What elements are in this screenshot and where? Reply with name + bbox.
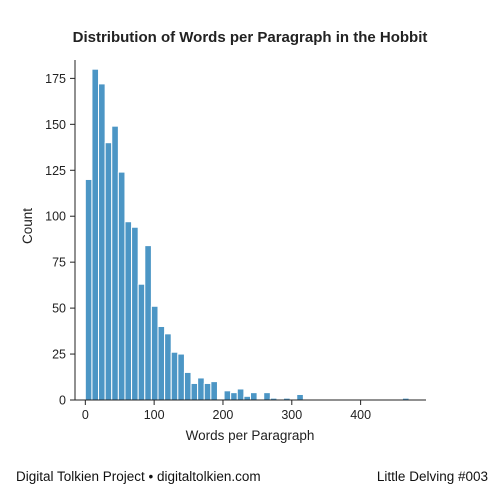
histogram-bar [165, 334, 172, 400]
chart-title: Distribution of Words per Paragraph in t… [73, 29, 428, 46]
histogram-bar [105, 143, 112, 400]
histogram-bar [158, 326, 165, 400]
x-tick-label: 200 [213, 408, 234, 422]
histogram-bar [178, 354, 185, 400]
histogram-bar [145, 246, 152, 400]
histogram-bar [132, 227, 139, 400]
y-tick-label: 100 [45, 210, 66, 224]
x-tick-label: 300 [281, 408, 302, 422]
histogram-bar [118, 172, 125, 400]
histogram-bar [85, 179, 92, 400]
x-tick-label: 0 [82, 408, 89, 422]
histogram-bar [92, 69, 99, 400]
histogram-bar [251, 393, 258, 400]
footer-credit: Digital Tolkien Project • digitaltolkien… [16, 469, 261, 484]
histogram-bar [171, 352, 178, 400]
histogram-bar [237, 389, 244, 400]
x-tick-label: 100 [144, 408, 165, 422]
histogram-bar [264, 393, 271, 400]
histogram-bar [211, 382, 218, 400]
x-axis-label: Words per Paragraph [186, 428, 315, 443]
footer-issue: Little Delving #003 [377, 469, 488, 484]
histogram-bar [204, 383, 211, 400]
histogram-bar [297, 394, 304, 400]
x-tick-label: 400 [350, 408, 371, 422]
histogram-bar [191, 383, 198, 400]
y-axis-label: Count [20, 208, 35, 244]
histogram-bar [125, 222, 132, 400]
histogram-bar [231, 393, 238, 400]
histogram-bar [244, 396, 251, 400]
y-tick-label: 0 [59, 394, 66, 408]
histogram-bar [99, 84, 106, 400]
histogram-bar [184, 372, 191, 400]
y-tick-label: 150 [45, 118, 66, 132]
histogram-bar [224, 391, 231, 400]
y-tick-label: 125 [45, 164, 66, 178]
histogram-bar [138, 284, 145, 400]
histogram-bar [112, 126, 119, 400]
bar-group [85, 69, 409, 400]
histogram-bar [198, 378, 205, 400]
histogram-bar [151, 306, 158, 400]
x-axis-ticks: 0 100 200 300 400 [82, 400, 371, 422]
y-tick-label: 25 [52, 348, 66, 362]
y-tick-label: 75 [52, 256, 66, 270]
y-axis-ticks: 0 25 50 75 100 125 150 175 [45, 72, 75, 408]
y-tick-label: 175 [45, 72, 66, 86]
y-tick-label: 50 [52, 302, 66, 316]
